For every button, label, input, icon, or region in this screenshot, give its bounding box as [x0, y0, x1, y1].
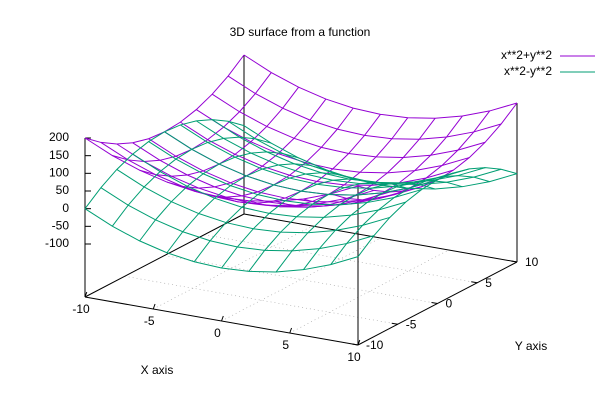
- y-tick-label: -10: [366, 338, 384, 352]
- y-tick: [351, 343, 359, 346]
- x-tick-label: 5: [282, 338, 289, 352]
- surface-line: [330, 175, 490, 265]
- legend-label: x**2+y**2: [501, 48, 552, 62]
- y-tick-label: 10: [525, 255, 539, 269]
- x-tick-label: -5: [144, 314, 155, 328]
- x-tick: [289, 327, 293, 334]
- z-tick-label: -100: [45, 236, 69, 250]
- x-tick-label: 10: [347, 350, 361, 364]
- axis-border: [243, 213, 518, 263]
- x-tick-label: -10: [72, 302, 90, 316]
- axis-border: [84, 213, 245, 298]
- surface-line: [357, 167, 518, 257]
- z-tick-label: 0: [62, 201, 69, 215]
- x-tick-label: 0: [214, 326, 221, 340]
- surface-line: [111, 136, 272, 227]
- x-tick: [357, 339, 361, 346]
- z-tick-label: 150: [49, 148, 69, 162]
- x-tick: [84, 291, 88, 298]
- y-tick-label: 0: [446, 297, 453, 311]
- x-tick: [221, 315, 224, 322]
- legend-label: x**2-y**2: [504, 64, 552, 78]
- surface-line: [139, 151, 299, 242]
- y-axis-label: Y axis: [515, 339, 547, 353]
- z-tick-label: 100: [49, 166, 69, 180]
- surface-line: [166, 163, 327, 254]
- x-tick: [152, 303, 156, 310]
- z-tick-label: -50: [52, 219, 70, 233]
- chart-title: 3D surface from a function: [230, 25, 371, 39]
- surface-line: [193, 172, 354, 263]
- x-axis-label: X axis: [141, 363, 174, 377]
- surface-line: [84, 119, 245, 209]
- y-tick-label: -5: [406, 317, 417, 331]
- surface-line: [221, 178, 381, 269]
- z-tick-label: 50: [56, 183, 70, 197]
- y-tick: [510, 260, 518, 263]
- y-tick-label: 5: [485, 276, 492, 290]
- y-tick: [431, 302, 438, 304]
- y-tick: [391, 322, 398, 325]
- z-tick-label: 200: [49, 130, 69, 144]
- surface-line: [248, 181, 408, 272]
- y-tick: [471, 281, 478, 284]
